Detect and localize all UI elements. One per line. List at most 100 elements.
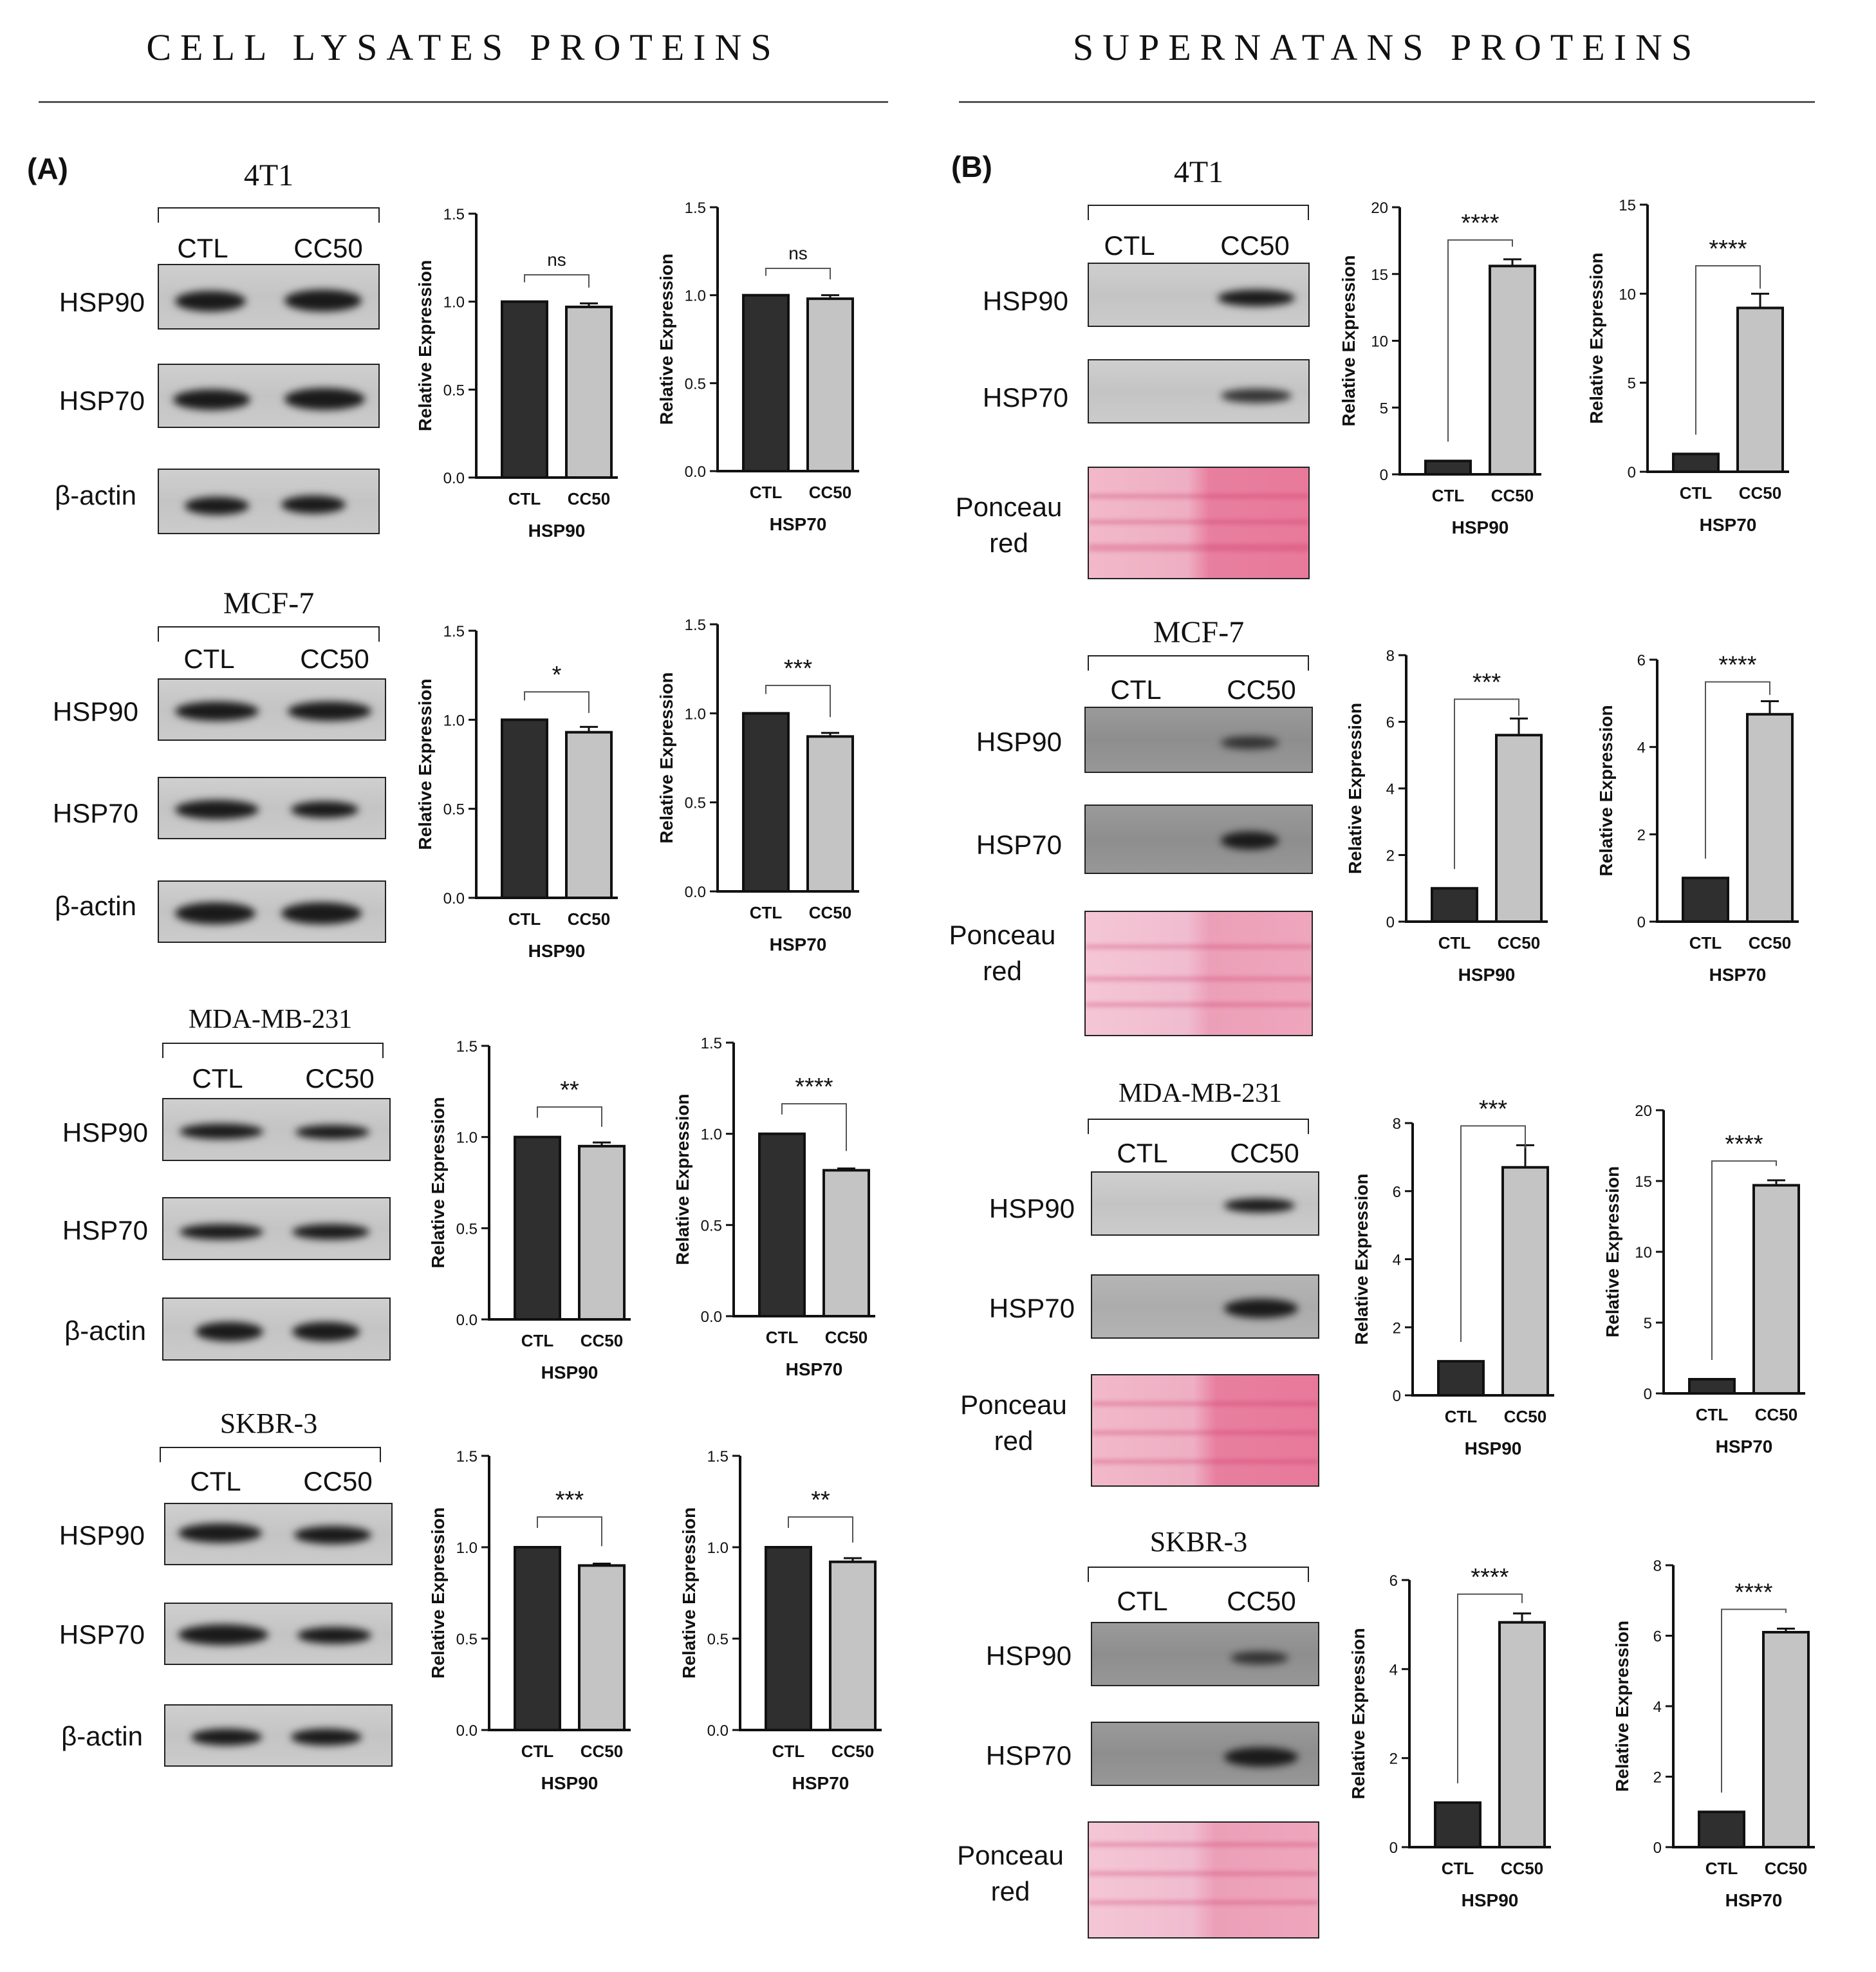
significance-label: *** [1479, 1095, 1508, 1122]
y-tick-label: 1.5 [701, 1035, 722, 1052]
header-rule-right [959, 101, 1815, 103]
bar-chart: 0.0 0.5 1.0 1.5 CTL CC50 HSP90 Relative Express… [428, 1038, 631, 1382]
significance-label: **** [1734, 1579, 1772, 1606]
bar-ctl [742, 712, 790, 893]
y-tick-label: 1.5 [443, 623, 465, 640]
lane-label-ctl: CTL [190, 1466, 241, 1496]
row-label-hsp70: HSP70 [52, 798, 138, 828]
significance-bracket [1711, 1160, 1777, 1360]
row-label-hsp90: HSP90 [59, 1520, 145, 1550]
y-tick-label: 0.5 [685, 375, 706, 393]
lane-label-cc50: CC50 [1220, 230, 1290, 261]
y-tick-label: 4 [1637, 740, 1646, 757]
cell-line-title: MCF-7 [223, 586, 315, 620]
significance-label: ** [560, 1077, 579, 1104]
y-axis-title: Relative Expression [428, 1097, 448, 1268]
x-tick-label: CTL [766, 1328, 799, 1347]
lane-label-ctl: CTL [1117, 1138, 1168, 1168]
x-tick-label: CTL [772, 1742, 805, 1761]
row-label-hsp90: HSP90 [52, 696, 138, 727]
row-label-actin: β-actin [55, 480, 136, 510]
bar-chart: 0.0 0.5 1.0 1.5 CTL CC50 HSP70 Relative Express… [656, 200, 859, 534]
x-tick-label: CC50 [825, 1328, 868, 1347]
bar-chart: 0.0 0.5 1.0 1.5 CTL CC50 HSP70 Relative Express… [673, 1035, 875, 1379]
significance-label: ** [811, 1487, 830, 1514]
y-tick-label: 8 [1386, 647, 1395, 665]
bar-cc50 [829, 1560, 877, 1731]
bar-chart: 0.0 0.5 1.0 1.5 CTL CC50 HSP70 Relative Express… [656, 617, 859, 954]
x-axis-title: HSP90 [1465, 1438, 1522, 1458]
y-tick-label: 2 [1393, 1319, 1401, 1337]
bar-cc50 [565, 730, 613, 899]
lane-label-cc50: CC50 [293, 233, 363, 263]
y-tick-label: 0.0 [685, 884, 706, 901]
row-label-hsp90: HSP90 [985, 1641, 1072, 1671]
row-label-ponceau: Ponceau red [960, 1390, 1067, 1456]
y-tick-label: 15 [1371, 266, 1388, 284]
y-tick-label: 8 [1393, 1115, 1401, 1133]
y-tick-label: 0.0 [456, 1312, 478, 1329]
x-tick-label: CTL [1438, 933, 1471, 953]
x-tick-label: CC50 [1491, 486, 1534, 505]
header-cell-lysates: CELL LYSATES PROTEINS [146, 26, 781, 68]
blot-hsp90 [162, 1098, 391, 1161]
x-tick-label: CC50 [568, 909, 610, 929]
blot-hsp90 [1091, 1622, 1319, 1686]
blot-ponceau [1088, 467, 1310, 579]
y-tick-label: 2 [1653, 1769, 1662, 1787]
significance-label: *** [1472, 669, 1501, 696]
bar-ctl [501, 300, 548, 479]
significance-bracket [1447, 239, 1513, 442]
significance-label: **** [1718, 651, 1756, 678]
bar-chart: 0.0 0.5 1.0 1.5 CTL CC50 HSP90 Relative Express… [415, 206, 618, 541]
bar-chart: 0 2 4 6 8 CTL CC50 HSP90 Relative Expression *** [1351, 1095, 1554, 1458]
significance-bracket [781, 1103, 847, 1151]
cell-line-title: MCF-7 [1153, 615, 1245, 649]
bar-cc50 [806, 297, 854, 472]
x-tick-label: CTL [1445, 1407, 1478, 1426]
bar-ctl [1434, 1801, 1481, 1848]
x-tick-label: CC50 [1755, 1405, 1797, 1424]
row-label-ponceau: Ponceau red [957, 1840, 1064, 1906]
cell-line-title: MDA-MB-231 [1118, 1079, 1283, 1108]
bar-ctl [1682, 877, 1729, 923]
y-axis-title: Relative Expression [428, 1507, 448, 1679]
row-label-hsp70: HSP70 [59, 386, 145, 416]
x-tick-label: CTL [1680, 483, 1713, 503]
row-label-actin: β-actin [55, 891, 136, 921]
y-tick-label: 0.5 [685, 795, 706, 812]
blot-ponceau [1088, 1821, 1319, 1939]
y-tick-label: 1.5 [685, 200, 706, 217]
y-tick-label: 2 [1637, 826, 1646, 844]
y-tick-label: 1.0 [443, 712, 465, 729]
bar-ctl [1672, 452, 1720, 473]
bar-chart: 0 2 4 6 CTL CC50 HSP70 Relative Expression **** [1596, 651, 1799, 985]
y-tick-label: 1.0 [456, 1130, 478, 1147]
blot-hsp70 [164, 1603, 393, 1665]
x-axis-title: HSP70 [786, 1359, 843, 1379]
y-tick-label: 1.0 [701, 1126, 722, 1144]
y-tick-label: 0.5 [456, 1220, 478, 1238]
x-tick-label: CTL [1442, 1859, 1474, 1878]
blot-hsp70 [158, 777, 386, 839]
x-tick-label: CC50 [1739, 483, 1781, 503]
row-label-hsp90: HSP90 [989, 1193, 1075, 1223]
y-tick-label: 6 [1393, 1184, 1401, 1201]
row-label-hsp90: HSP90 [976, 727, 1062, 757]
row-label-ponceau: Ponceau red [955, 492, 1063, 558]
y-tick-label: 0 [1637, 914, 1646, 931]
bar-cc50 [1736, 306, 1784, 474]
x-tick-label: CTL [521, 1742, 554, 1761]
row-label-hsp70: HSP70 [59, 1619, 145, 1650]
significance-bracket [1695, 265, 1761, 435]
x-tick-label: CC50 [1501, 1859, 1543, 1878]
x-axis-title: HSP70 [1709, 965, 1767, 985]
bar-chart: 0.0 0.5 1.0 1.5 CTL CC50 HSP70 Relative Express… [679, 1448, 882, 1793]
header-rule-left [39, 101, 888, 103]
y-axis-title: Relative Expression [673, 1093, 692, 1265]
blot-actin [158, 469, 380, 534]
blot-hsp70 [1091, 1722, 1319, 1786]
y-axis-title: Relative Expression [1612, 1621, 1632, 1792]
y-tick-label: 1.0 [456, 1539, 478, 1557]
